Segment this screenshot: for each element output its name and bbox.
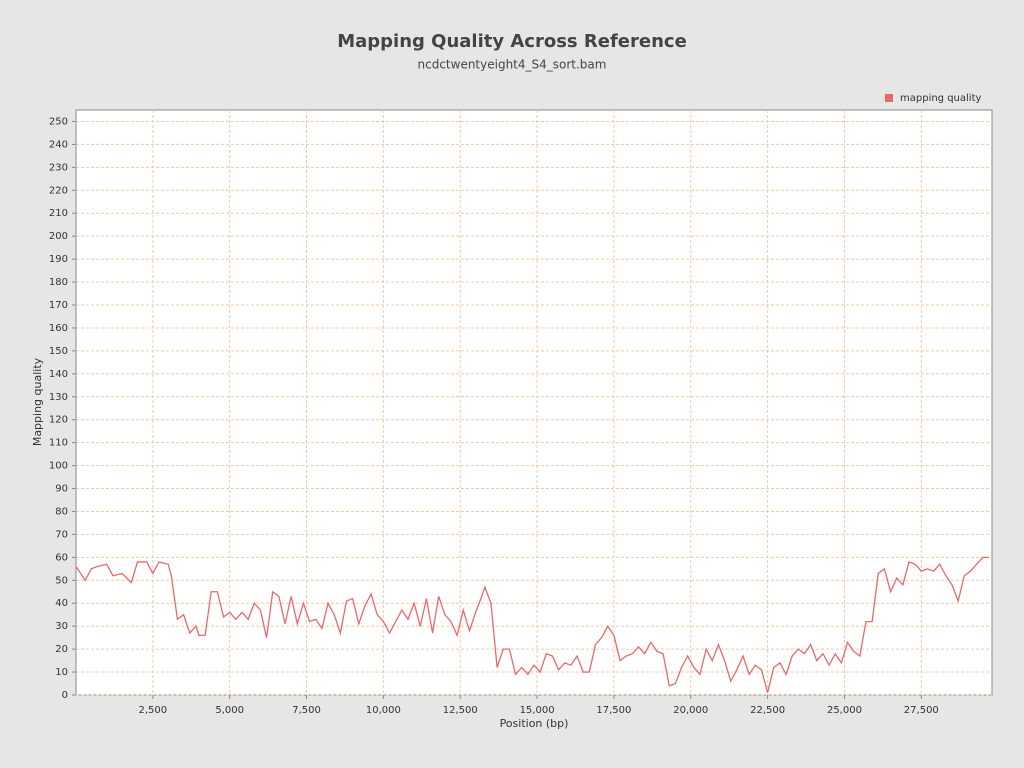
y-tick-label: 160: [49, 323, 68, 334]
y-tick-label: 170: [49, 300, 68, 311]
y-tick-label: 190: [49, 254, 68, 265]
y-tick-label: 140: [49, 369, 68, 380]
chart-title: Mapping Quality Across Reference: [337, 31, 687, 52]
y-tick-label: 220: [49, 185, 68, 196]
y-tick-label: 0: [62, 690, 68, 701]
y-axis-label: Mapping quality: [31, 357, 44, 446]
legend-swatch: [885, 94, 893, 102]
y-tick-label: 240: [49, 139, 68, 150]
x-tick-label: 10,000: [366, 705, 401, 716]
y-tick-label: 10: [55, 667, 68, 678]
y-tick-label: 20: [55, 644, 68, 655]
x-tick-label: 2,500: [139, 705, 168, 716]
y-tick-label: 80: [55, 506, 68, 517]
y-tick-label: 90: [55, 484, 68, 495]
y-tick-label: 40: [55, 598, 68, 609]
y-tick-label: 230: [49, 162, 68, 173]
y-tick-label: 30: [55, 621, 68, 632]
y-tick-label: 130: [49, 392, 68, 403]
y-tick-label: 50: [55, 575, 68, 586]
y-tick-label: 250: [49, 116, 68, 127]
y-tick-label: 60: [55, 552, 68, 563]
x-tick-label: 12,500: [443, 705, 478, 716]
y-tick-label: 100: [49, 461, 68, 472]
x-tick-label: 15,000: [520, 705, 555, 716]
x-axis-label: Position (bp): [500, 717, 569, 730]
x-tick-label: 20,000: [673, 705, 708, 716]
x-tick-label: 22,500: [750, 705, 785, 716]
legend-label: mapping quality: [900, 93, 981, 104]
y-tick-label: 150: [49, 346, 68, 357]
y-tick-label: 180: [49, 277, 68, 288]
x-tick-label: 25,000: [827, 705, 862, 716]
y-tick-label: 70: [55, 529, 68, 540]
chart-subtitle: ncdctwentyeight4_S4_sort.bam: [418, 58, 607, 72]
x-tick-label: 17,500: [596, 705, 631, 716]
y-tick-label: 210: [49, 208, 68, 219]
y-tick-label: 120: [49, 415, 68, 426]
x-tick-label: 5,000: [215, 705, 244, 716]
y-tick-label: 110: [49, 438, 68, 449]
x-tick-label: 27,500: [904, 705, 939, 716]
y-tick-label: 200: [49, 231, 68, 242]
data-line: [75, 556, 989, 693]
x-tick-label: 7,500: [292, 705, 321, 716]
plot-area: [75, 109, 993, 696]
